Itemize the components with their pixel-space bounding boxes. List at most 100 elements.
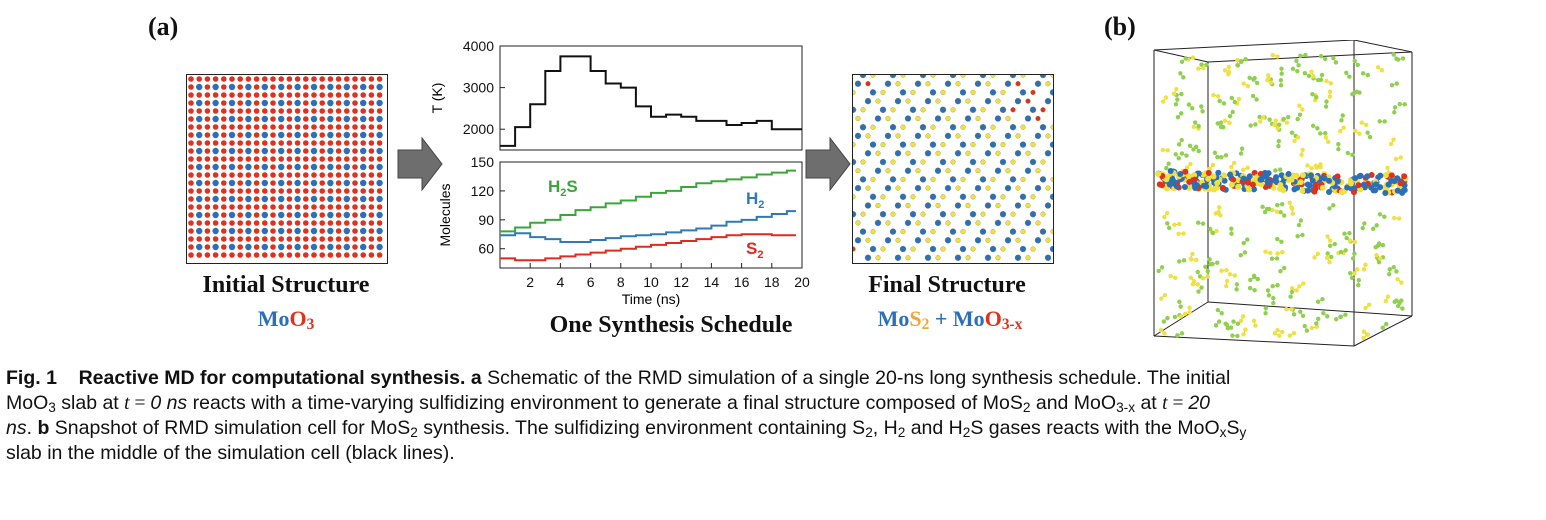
gas-atom (1179, 331, 1185, 336)
gas-atom (1306, 73, 1312, 79)
o-atom (376, 172, 383, 178)
o-atom (319, 196, 325, 202)
o-atom (319, 236, 325, 242)
o-atom (253, 148, 260, 154)
slab-atom (1186, 179, 1193, 186)
s-atom (955, 81, 961, 87)
gas-atom (1302, 71, 1308, 76)
slab-atom (1203, 183, 1210, 190)
mo-atom (212, 99, 219, 107)
s-atom (1050, 124, 1053, 130)
mo-atom (994, 219, 1002, 227)
gas-atom (1178, 71, 1183, 76)
initial-formula: MoO3 (257, 306, 315, 333)
o-atom (360, 108, 366, 114)
slab-atom (1397, 180, 1404, 187)
gas-atom (1309, 325, 1315, 331)
mo-atom (929, 245, 937, 253)
o-atom (335, 132, 342, 138)
mo-atom (1024, 219, 1032, 227)
mo-atom (212, 227, 219, 235)
gas-atom (1174, 87, 1179, 92)
o-atom (344, 156, 350, 162)
mo-atom (376, 131, 383, 139)
o-atom (253, 228, 260, 234)
mo-atom (245, 115, 252, 123)
x-tick-label: 16 (734, 274, 750, 290)
gas-atom (1289, 289, 1295, 295)
mo-atom (196, 115, 203, 123)
o-atom (253, 180, 260, 186)
mo-atom (1039, 228, 1047, 235)
mo-atom (1049, 141, 1053, 148)
o-atom (352, 76, 358, 82)
slab-atom (1264, 179, 1271, 186)
o-atom (253, 132, 260, 138)
o-atom (344, 252, 350, 258)
mo-atom (228, 227, 236, 235)
mo-atom (360, 83, 367, 91)
mo-atom (228, 211, 236, 219)
gas-atom (1331, 55, 1336, 61)
gas-atom (1166, 225, 1172, 231)
o-atom (196, 124, 202, 130)
mo-atom (1004, 80, 1012, 87)
o-atom (352, 180, 358, 186)
gas-atom (1207, 166, 1212, 171)
mo-atom (989, 193, 997, 200)
mo-atom (919, 228, 927, 235)
mo-atom (974, 132, 982, 140)
gas-atom (1234, 287, 1239, 292)
o-atom (286, 228, 293, 234)
mo-atom (1014, 254, 1022, 261)
mo-atom (261, 147, 268, 155)
o-atom (303, 164, 309, 170)
o-atom (196, 220, 202, 226)
gas-atom (1356, 282, 1361, 288)
gas-atom (1205, 274, 1210, 279)
gas-atom (1340, 113, 1345, 118)
gas-atom (1188, 275, 1193, 280)
gas-atom (1275, 202, 1280, 208)
o-atom (294, 252, 301, 258)
o-atom (237, 116, 243, 122)
o-atom (237, 252, 243, 258)
s-atom (860, 107, 866, 113)
o-atom (368, 100, 375, 106)
gas-atom (1290, 66, 1296, 72)
schedule-title: One Synthesis Schedule (549, 312, 793, 338)
mo-atom (278, 195, 285, 203)
gas-atom (1219, 311, 1224, 316)
gas-atom (1194, 257, 1199, 263)
mo-atom (999, 158, 1007, 166)
s-atom (905, 150, 911, 156)
gas-atom (1396, 216, 1402, 221)
slab-atom (1299, 172, 1306, 179)
gas-atom (1217, 98, 1222, 104)
o-atom (352, 172, 358, 178)
slab-atom (1399, 189, 1406, 196)
s-atom (880, 142, 886, 148)
mo-atom (376, 99, 383, 107)
o-atom (221, 116, 227, 122)
s-atom (1040, 159, 1046, 165)
mo-atom (360, 179, 367, 187)
mo-atom (261, 99, 268, 107)
final-formula: MoS2 + MoO3-x (877, 306, 1023, 333)
s-atom (1005, 115, 1011, 122)
mo-atom (360, 211, 367, 219)
o-atom (270, 180, 276, 186)
s-atom (855, 115, 861, 122)
gas-atom (1343, 248, 1348, 253)
gas-atom (1296, 63, 1301, 68)
slab-atom (1191, 181, 1198, 188)
gas-atom (1399, 280, 1404, 285)
o-atom (237, 76, 243, 82)
gas-atom (1218, 120, 1224, 125)
mo-atom (959, 193, 967, 200)
o-atom (221, 188, 227, 194)
gas-atom (1278, 209, 1283, 215)
o-atom (303, 156, 309, 162)
o-atom (303, 204, 309, 210)
o-atom (204, 92, 211, 98)
